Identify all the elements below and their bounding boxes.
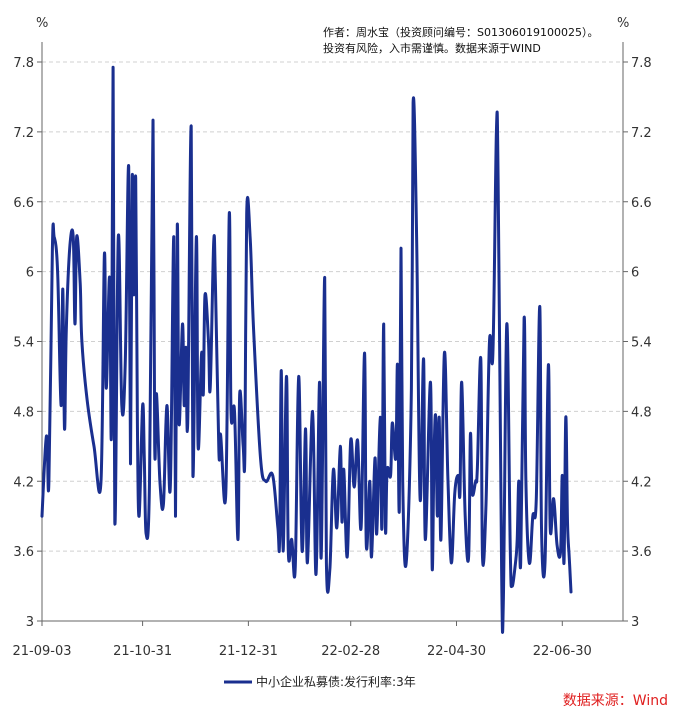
x-tick-label: 22-04-30 (427, 644, 486, 659)
y-tick-label: 7.2 (631, 126, 652, 141)
y-tick-label: 6 (26, 266, 34, 281)
left-y-tick-labels: 7.8 7.2 6.6 6 5.4 4.8 4.2 3.6 3 (13, 56, 42, 630)
y-tick-label: 7.8 (13, 56, 34, 71)
y-tick-label: 6 (631, 266, 639, 281)
y-tick-label: 5.4 (13, 336, 34, 351)
y-tick-label: 6.6 (631, 196, 652, 211)
x-tick-labels: 21-09-03 21-10-31 21-12-31 22-02-28 22-04-30… (12, 621, 592, 659)
right-axis-unit: % (617, 16, 629, 31)
y-tick-label: 3 (26, 615, 34, 630)
y-tick-label: 3.6 (13, 545, 34, 560)
y-tick-label: 3.6 (631, 545, 652, 560)
y-tick-label: 4.8 (631, 405, 652, 420)
y-tick-label: 3 (631, 615, 639, 630)
legend: 中小企业私募债:发行利率:3年 (224, 674, 416, 689)
right-y-tick-labels: 7.8 7.2 6.6 6 5.4 4.8 4.2 3.6 3 (623, 56, 652, 630)
source-label: 数据来源：Wind (563, 693, 668, 709)
author-note-line2: 投资有风险，入市需谨慎。数据来源于WIND (323, 41, 541, 55)
series-line (40, 66, 573, 634)
legend-label: 中小企业私募债:发行利率:3年 (256, 674, 416, 689)
x-tick-label: 21-12-31 (219, 644, 278, 659)
y-tick-label: 6.6 (13, 196, 34, 211)
y-tick-label: 4.2 (13, 475, 34, 490)
y-tick-label: 7.2 (13, 126, 34, 141)
x-tick-label: 21-10-31 (113, 644, 172, 659)
x-tick-label: 22-02-28 (321, 644, 380, 659)
x-tick-label: 21-09-03 (12, 644, 71, 659)
y-tick-label: 4.2 (631, 475, 652, 490)
y-tick-label: 4.8 (13, 405, 34, 420)
axes (41, 42, 624, 622)
x-tick-label: 22-06-30 (533, 644, 592, 659)
left-axis-unit: % (36, 16, 48, 31)
y-tick-label: 7.8 (631, 56, 652, 71)
author-note-line1: 作者：周水宝（投资顾问编号：S0130601910​0025）。 (323, 25, 598, 39)
y-tick-label: 5.4 (631, 336, 652, 351)
